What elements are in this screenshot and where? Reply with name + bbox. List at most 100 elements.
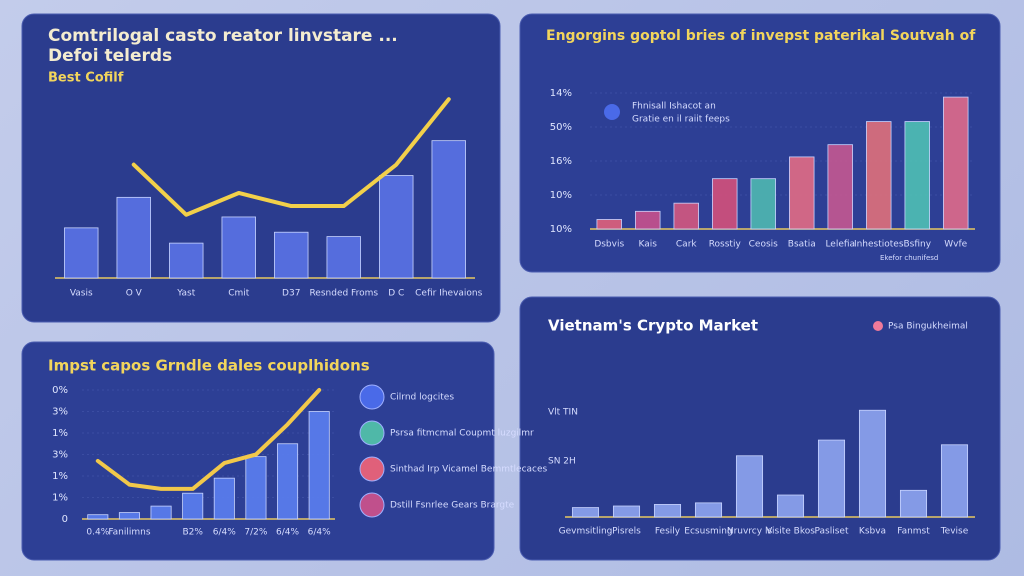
x-tick-label: Resnded Froms <box>309 289 378 299</box>
bar <box>308 411 330 520</box>
bar <box>245 456 267 520</box>
y-tick-label: 0 <box>62 514 68 525</box>
bar <box>858 409 887 518</box>
y-tick-label: 50% <box>550 122 572 133</box>
x-tick-label: Ecsusming <box>684 527 732 537</box>
y-tick-label: 0% <box>52 385 68 396</box>
bar <box>940 444 969 518</box>
y-tick-label: 10% <box>550 224 572 235</box>
bar <box>116 196 151 279</box>
legend-text: Cilrnd logcites <box>390 393 454 403</box>
bar <box>866 121 892 230</box>
x-tick-label: Ceosis <box>749 240 779 250</box>
bar <box>118 512 140 520</box>
bar <box>596 219 622 230</box>
annotation: Vlt TIN <box>548 408 578 418</box>
x-tick-label: D37 <box>282 289 300 299</box>
bar <box>827 144 853 230</box>
x-tick-label: 6/4% <box>276 528 299 538</box>
bar <box>326 236 361 279</box>
y-tick-label: 1% <box>52 493 68 504</box>
x-tick-label: Nruvrcy ls <box>727 527 773 537</box>
x-tick-label: D C <box>388 289 404 299</box>
bar <box>789 156 815 230</box>
bar <box>87 514 109 520</box>
y-tick-label: 3% <box>52 407 68 418</box>
legend-icon <box>359 492 385 518</box>
x-tick-label: 0.4% <box>86 528 109 538</box>
x-tick-label: Dsbvis <box>594 240 624 250</box>
bar <box>277 443 299 520</box>
annotation: SN 2H <box>548 457 576 467</box>
x-tick-label: Pisrels <box>612 527 641 537</box>
bar <box>694 502 723 518</box>
panel <box>519 296 1001 561</box>
legend-icon <box>873 321 883 331</box>
bar <box>571 507 600 518</box>
x-tick-label: Gevmsitling <box>559 527 613 537</box>
x-tick-label: Bsatia <box>788 240 816 250</box>
chart-title: Impst capos Grndle dales couplhidons <box>48 357 370 375</box>
chart-title: Comtrilogal casto reator linvstare ... <box>48 26 398 46</box>
bar <box>182 492 204 520</box>
x-tick-label: Wvfe <box>944 240 967 250</box>
x-tick-label: B2% <box>182 528 203 538</box>
y-tick-label: 10% <box>550 190 572 201</box>
x-tick-label: Kais <box>639 240 658 250</box>
legend-icon <box>359 420 385 446</box>
x-tick-label: Inhestiotes <box>854 240 904 250</box>
bar <box>379 175 414 279</box>
bar <box>169 242 204 279</box>
chart-title: Defoi telerds <box>48 46 172 66</box>
chart-title: Engorgins goptol bries of invepst pateri… <box>546 28 976 44</box>
bar <box>653 504 682 518</box>
legend-text: Dstill Fsnrlee Gears Brargte <box>390 501 515 511</box>
x-tick-label: Lelefia <box>825 240 855 250</box>
bar <box>750 178 776 230</box>
chart-title: Vietnam's Crypto Market <box>548 317 758 335</box>
x-tick-label: Cefir Ihevaions <box>415 289 482 299</box>
bar <box>735 455 764 518</box>
x-tick-label: Fesily <box>655 527 681 537</box>
legend-text: Sinthad Irp Vicamel Bemmtlecaces <box>390 465 548 475</box>
legend-text: Gratie en il raiit feeps <box>632 115 730 125</box>
x-tick-label: Fanmst <box>897 527 930 537</box>
x-tick-label: Tevise <box>940 527 969 537</box>
bar <box>943 96 969 230</box>
y-tick-label: 1% <box>52 471 68 482</box>
bar <box>221 216 256 279</box>
x-tick-label: Ksbva <box>859 527 886 537</box>
bar <box>673 202 699 230</box>
legend-icon <box>359 384 385 410</box>
x-tick-label: Cark <box>676 240 697 250</box>
x-tick-label: Vasis <box>70 289 93 299</box>
legend-text: Psa Bingukheimal <box>888 322 968 332</box>
x-tick-label: Visite Bkos <box>766 527 815 537</box>
bar <box>274 231 309 279</box>
x-tick-label: Fanilimns <box>108 528 151 538</box>
note: Ekefor chunifesd <box>880 254 938 262</box>
x-tick-label: Yast <box>176 289 195 299</box>
bar <box>712 178 738 230</box>
x-tick-label: 6/4% <box>213 528 236 538</box>
x-tick-label: Pasliset <box>815 527 849 537</box>
bar <box>431 140 466 279</box>
x-tick-label: Bsfiny <box>903 240 931 250</box>
bar <box>776 494 805 518</box>
legend-text: Psrsa fitmcmal Coupmt luzgilmr <box>390 429 534 439</box>
bar <box>213 477 235 520</box>
y-tick-label: 14% <box>550 88 572 99</box>
y-tick-label: 16% <box>550 156 572 167</box>
y-tick-label: 1% <box>52 428 68 439</box>
bar <box>817 439 846 518</box>
x-tick-label: 6/4% <box>308 528 331 538</box>
bar <box>150 505 172 520</box>
trend-line <box>95 388 322 491</box>
x-tick-label: Cmit <box>228 289 250 299</box>
x-tick-label: Rosstiy <box>709 240 742 250</box>
legend-icon <box>359 456 385 482</box>
legend-text: Fhnisall Ishacot an <box>632 102 716 112</box>
legend-icon <box>604 104 620 120</box>
bar <box>904 121 930 230</box>
